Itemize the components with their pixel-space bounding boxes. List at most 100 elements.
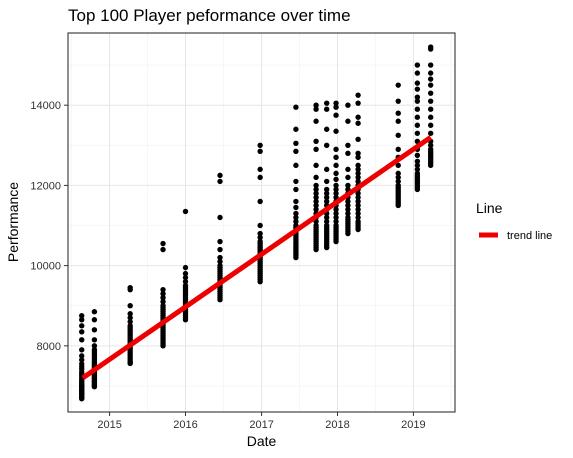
data-point bbox=[79, 347, 85, 353]
data-point bbox=[414, 114, 421, 120]
data-point bbox=[79, 323, 85, 329]
data-point bbox=[257, 166, 263, 173]
data-point bbox=[313, 174, 319, 181]
data-point bbox=[323, 100, 330, 106]
data-point bbox=[217, 172, 223, 179]
data-point bbox=[427, 46, 434, 52]
data-point bbox=[182, 264, 189, 271]
data-point bbox=[313, 194, 319, 201]
legend-label-trend-line: trend line bbox=[507, 230, 552, 242]
data-point bbox=[160, 290, 166, 297]
data-point bbox=[217, 178, 223, 185]
data-point bbox=[323, 190, 330, 197]
data-point bbox=[217, 214, 223, 221]
data-point bbox=[333, 100, 339, 106]
data-point bbox=[355, 120, 361, 126]
data-point bbox=[323, 194, 330, 201]
data-point bbox=[293, 210, 299, 217]
data-point bbox=[293, 254, 299, 261]
data-point bbox=[160, 286, 166, 293]
data-point bbox=[257, 278, 263, 285]
data-point bbox=[293, 214, 299, 221]
data-point bbox=[414, 152, 421, 159]
data-point bbox=[414, 98, 421, 104]
data-point bbox=[395, 82, 401, 88]
data-point bbox=[313, 102, 319, 108]
data-point bbox=[414, 162, 421, 169]
data-point bbox=[355, 194, 361, 201]
x-axis: 2015 2016 2017 2018 2019 bbox=[97, 412, 426, 431]
data-point bbox=[345, 230, 351, 237]
data-point bbox=[293, 198, 299, 205]
data-point bbox=[91, 327, 98, 333]
data-point bbox=[293, 148, 299, 155]
data-point bbox=[313, 202, 319, 209]
data-point bbox=[414, 130, 421, 136]
data-point bbox=[395, 98, 401, 104]
data-point bbox=[333, 146, 339, 153]
y-axis: 8000 10000 12000 14000 bbox=[30, 100, 68, 353]
data-point bbox=[355, 226, 361, 233]
data-point bbox=[427, 122, 434, 128]
data-point bbox=[333, 182, 339, 189]
data-point bbox=[395, 146, 401, 153]
data-point bbox=[333, 186, 339, 193]
data-point bbox=[293, 104, 299, 110]
y-tick-label: 8000 bbox=[37, 341, 61, 353]
data-point bbox=[414, 158, 421, 165]
x-tick-label: 2017 bbox=[249, 419, 273, 431]
data-point bbox=[345, 182, 351, 189]
data-point bbox=[345, 118, 351, 124]
data-point bbox=[313, 186, 319, 193]
data-point bbox=[257, 234, 263, 241]
data-point bbox=[395, 170, 401, 177]
data-point bbox=[355, 154, 361, 161]
data-point bbox=[127, 311, 133, 317]
data-point bbox=[293, 162, 299, 169]
data-point bbox=[355, 202, 361, 209]
data-point bbox=[323, 126, 330, 132]
data-point bbox=[313, 190, 319, 197]
data-point bbox=[160, 299, 166, 305]
data-point bbox=[160, 240, 166, 247]
data-point bbox=[427, 142, 434, 148]
plot-panel bbox=[67, 32, 456, 413]
data-point bbox=[323, 178, 330, 185]
data-point bbox=[414, 186, 421, 193]
data-point bbox=[414, 86, 421, 92]
data-point bbox=[427, 82, 434, 88]
y-tick-label: 12000 bbox=[30, 180, 61, 192]
data-point bbox=[333, 218, 339, 225]
y-tick-label: 14000 bbox=[30, 100, 61, 112]
data-point bbox=[217, 246, 223, 253]
data-point bbox=[427, 62, 434, 68]
data-point bbox=[323, 198, 330, 205]
data-point bbox=[127, 360, 133, 367]
data-point bbox=[217, 254, 223, 261]
data-point bbox=[79, 329, 85, 335]
data-point bbox=[79, 313, 85, 319]
data-point bbox=[313, 198, 319, 205]
data-point bbox=[293, 218, 299, 225]
data-point bbox=[355, 100, 361, 106]
data-point bbox=[217, 297, 223, 303]
legend-title: Line bbox=[476, 200, 503, 216]
data-point bbox=[333, 128, 339, 134]
x-tick-label: 2015 bbox=[97, 419, 121, 431]
data-points bbox=[79, 44, 434, 402]
data-point bbox=[414, 166, 421, 173]
data-point bbox=[323, 142, 330, 148]
data-point bbox=[323, 244, 330, 251]
y-axis-title: Performance bbox=[5, 182, 21, 262]
data-point bbox=[313, 106, 319, 112]
data-point bbox=[313, 182, 319, 189]
data-point bbox=[293, 126, 299, 132]
data-point bbox=[333, 206, 339, 213]
data-point bbox=[395, 110, 401, 116]
data-point bbox=[257, 142, 263, 148]
data-point bbox=[313, 138, 319, 144]
data-point bbox=[345, 206, 351, 213]
data-point bbox=[333, 238, 339, 245]
data-point bbox=[345, 102, 351, 108]
